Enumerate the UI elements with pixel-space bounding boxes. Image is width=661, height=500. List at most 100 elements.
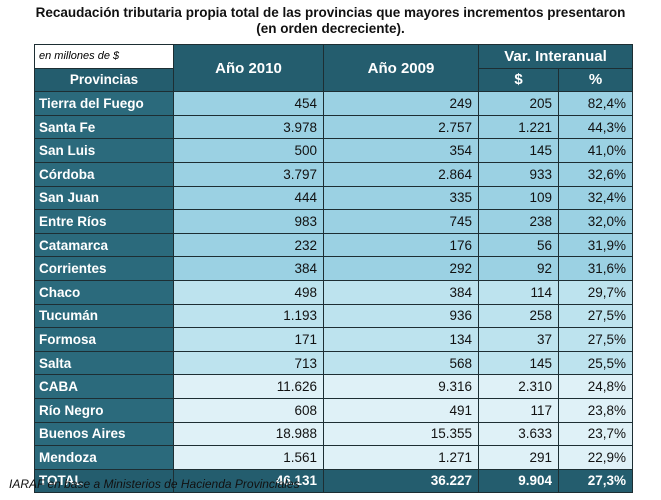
year-2010-value: 713 xyxy=(173,350,324,376)
var-pct-value: 27,5% xyxy=(557,303,634,329)
year-2010-value: 498 xyxy=(173,279,324,305)
header-year-2010: Año 2010 xyxy=(173,43,324,93)
year-2009-value: 491 xyxy=(323,397,479,423)
var-abs-value: 114 xyxy=(478,279,559,305)
var-abs-value: 205 xyxy=(478,91,559,116)
year-2010-value: 500 xyxy=(173,138,324,163)
province-name: Tucumán xyxy=(34,303,174,329)
var-pct-value: 23,7% xyxy=(557,421,634,447)
table-row: San Juan 444 335 109 32,4% xyxy=(34,185,634,211)
var-pct-value: 25,5% xyxy=(557,350,634,376)
table-row: Mendoza 1.561 1.271 291 22,9% xyxy=(34,445,634,470)
header-provincias: Provincias xyxy=(34,67,174,93)
year-2009-value: 568 xyxy=(323,350,479,376)
var-abs-value: 92 xyxy=(478,256,559,281)
var-abs-value: 109 xyxy=(478,185,559,211)
table-row: Córdoba 3.797 2.864 933 32,6% xyxy=(34,161,634,187)
total-year-2010: 46.131 xyxy=(173,468,324,494)
province-name: Santa Fe xyxy=(34,114,174,140)
year-2010-value: 1.193 xyxy=(173,303,324,329)
title-line-1: Recaudación tributaria propia total de l… xyxy=(35,5,626,20)
header-var-abs: $ xyxy=(478,67,559,93)
total-row: TOTAL 46.131 36.227 9.904 27,3% xyxy=(34,468,634,494)
var-abs-value: 258 xyxy=(478,303,559,329)
var-pct-value: 27,5% xyxy=(557,327,634,352)
table-row: Salta 713 568 145 25,5% xyxy=(34,350,634,376)
total-var-abs: 9.904 xyxy=(478,468,559,494)
var-abs-value: 3.633 xyxy=(478,421,559,447)
year-2010-value: 1.561 xyxy=(173,445,324,470)
header-var-interanual: Var. Interanual xyxy=(477,44,634,69)
table-row: Formosa 171 134 37 27,5% xyxy=(34,327,634,352)
table-row: Chaco 498 384 114 29,7% xyxy=(34,279,634,305)
var-pct-value: 32,6% xyxy=(557,161,634,187)
year-2009-value: 15.355 xyxy=(323,421,479,447)
province-name: Corrientes xyxy=(34,256,174,281)
table-row: Entre Ríos 983 745 238 32,0% xyxy=(34,209,634,234)
province-name: Córdoba xyxy=(34,161,174,187)
var-pct-value: 32,4% xyxy=(557,185,634,211)
province-name: Entre Ríos xyxy=(34,209,174,234)
var-abs-value: 37 xyxy=(478,327,559,352)
year-2009-value: 9.316 xyxy=(323,374,479,399)
year-2009-value: 745 xyxy=(323,209,479,234)
var-abs-value: 2.310 xyxy=(478,374,559,399)
source-note: IARAF en base a Ministerios de Hacienda … xyxy=(9,477,300,491)
year-2009-value: 1.271 xyxy=(323,445,479,470)
var-pct-value: 29,7% xyxy=(557,279,634,305)
year-2009-value: 249 xyxy=(323,91,479,116)
province-name: Tierra del Fuego xyxy=(34,91,174,116)
var-pct-value: 22,9% xyxy=(557,445,634,470)
table-row: Catamarca 232 176 56 31,9% xyxy=(34,232,634,258)
var-pct-value: 31,9% xyxy=(557,232,634,258)
province-name: San Juan xyxy=(34,185,174,211)
province-name: Catamarca xyxy=(34,232,174,258)
year-2009-value: 936 xyxy=(323,303,479,329)
province-name: Formosa xyxy=(34,327,174,352)
var-pct-value: 31,6% xyxy=(557,256,634,281)
var-pct-value: 44,3% xyxy=(557,114,634,140)
total-var-pct: 27,3% xyxy=(557,468,634,494)
year-2009-value: 292 xyxy=(323,256,479,281)
year-2009-value: 176 xyxy=(323,232,479,258)
province-name: Río Negro xyxy=(34,397,174,423)
year-2010-value: 444 xyxy=(173,185,324,211)
var-pct-value: 41,0% xyxy=(557,138,634,163)
year-2010-value: 384 xyxy=(173,256,324,281)
var-abs-value: 238 xyxy=(478,209,559,234)
var-abs-value: 933 xyxy=(478,161,559,187)
var-pct-value: 24,8% xyxy=(557,374,634,399)
var-abs-value: 145 xyxy=(478,138,559,163)
year-2009-value: 2.757 xyxy=(323,114,479,140)
table-row: CABA 11.626 9.316 2.310 24,8% xyxy=(34,374,634,399)
var-pct-value: 32,0% xyxy=(557,209,634,234)
table-row: Tucumán 1.193 936 258 27,5% xyxy=(34,303,634,329)
header-year-2009: Año 2009 xyxy=(323,43,479,93)
tax-revenue-table: en millones de $ Año 2010 Año 2009 Var. … xyxy=(34,43,634,494)
year-2009-value: 134 xyxy=(323,327,479,352)
year-2010-value: 171 xyxy=(173,327,324,352)
var-pct-value: 82,4% xyxy=(557,91,634,116)
title-line-2: (en orden decreciente). xyxy=(256,21,405,36)
var-abs-value: 1.221 xyxy=(478,114,559,140)
table-row: Buenos Aires 18.988 15.355 3.633 23,7% xyxy=(34,421,634,447)
table-row: Santa Fe 3.978 2.757 1.221 44,3% xyxy=(34,114,634,140)
var-abs-value: 291 xyxy=(478,445,559,470)
year-2010-value: 454 xyxy=(173,91,324,116)
province-name: Buenos Aires xyxy=(34,421,174,447)
year-2010-value: 983 xyxy=(173,209,324,234)
province-name: Mendoza xyxy=(34,445,174,470)
year-2010-value: 3.978 xyxy=(173,114,324,140)
province-name: Chaco xyxy=(34,279,174,305)
year-2009-value: 384 xyxy=(323,279,479,305)
table-body: Tierra del Fuego 454 249 205 82,4% Santa Fe 3.… xyxy=(34,91,634,470)
total-label: TOTAL xyxy=(34,468,174,494)
table-row: Tierra del Fuego 454 249 205 82,4% xyxy=(34,91,634,116)
year-2010-value: 232 xyxy=(173,232,324,258)
table-row: San Luis 500 354 145 41,0% xyxy=(34,138,634,163)
year-2010-value: 608 xyxy=(173,397,324,423)
var-abs-value: 56 xyxy=(478,232,559,258)
total-year-2009: 36.227 xyxy=(323,468,479,494)
header-var-pct: % xyxy=(557,67,634,93)
var-abs-value: 117 xyxy=(478,397,559,423)
